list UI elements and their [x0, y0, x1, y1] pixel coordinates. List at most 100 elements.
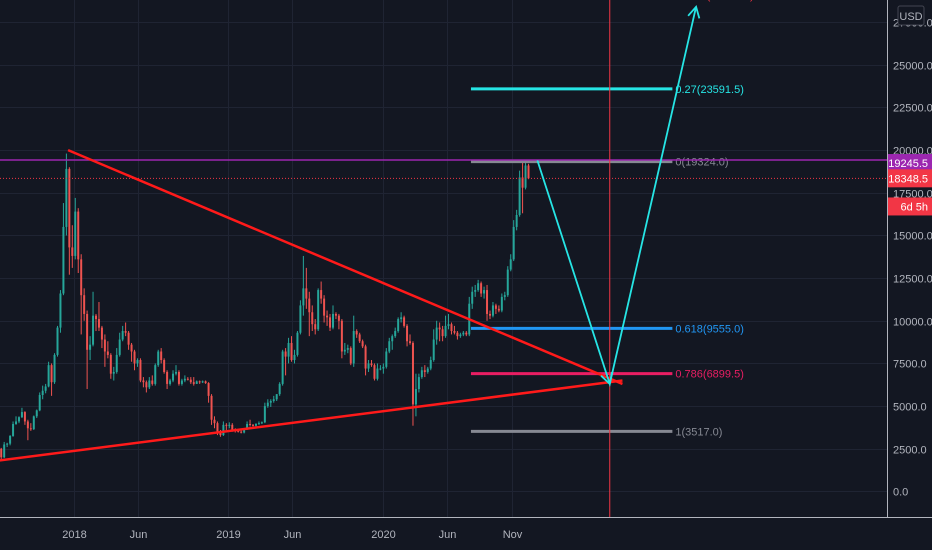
candle-body [169, 380, 172, 384]
trendline[interactable] [67, 149, 623, 386]
candle-body [373, 365, 376, 379]
candle-body [0, 448, 3, 458]
candle-body [429, 360, 432, 369]
grid [0, 0, 887, 517]
candle-body [450, 324, 453, 332]
candle-body [130, 344, 133, 352]
candle-body [500, 296, 503, 311]
candle-body [26, 421, 29, 429]
candle-body [432, 339, 435, 361]
candle-body [50, 365, 53, 383]
candle-body [17, 417, 20, 422]
candle-body [210, 395, 213, 420]
candle-body [275, 394, 278, 400]
price-tag [888, 154, 932, 173]
price-tags: 19245.5 18348.5 6d 5h [888, 154, 932, 216]
candle-body [213, 419, 216, 424]
time-tick-label: Jun [130, 529, 148, 541]
candle-body [180, 380, 183, 384]
candle-body [133, 351, 136, 364]
candle-body [411, 342, 414, 405]
candle-body [471, 291, 474, 304]
candle-body [74, 211, 77, 256]
candle-body [237, 430, 240, 432]
candle-body [524, 165, 527, 188]
candle-body [305, 288, 308, 299]
candle-body [100, 327, 103, 340]
candle-body [488, 313, 491, 316]
candle-body [352, 331, 355, 364]
currency-badge[interactable]: USD [897, 5, 925, 26]
candle-body [263, 406, 266, 423]
candle-body [222, 424, 225, 436]
candle-body [142, 380, 145, 383]
candle-body [512, 226, 515, 260]
fib-retracement[interactable]: -0.618(29092.5) 0.27(23591.5) 0(19324.0) 0.… [470, 0, 754, 438]
candle-body [118, 339, 121, 355]
time-axis[interactable]: 2018 Jun 2019 Jun 2020 Jun Nov [62, 529, 523, 541]
candle-body [367, 363, 370, 369]
candle-body [219, 431, 222, 436]
candle-body [38, 395, 41, 411]
candle-body [163, 360, 166, 372]
candle-body [189, 379, 192, 383]
candle-body [183, 378, 186, 381]
candle-body [35, 410, 38, 417]
candle-body [127, 332, 130, 345]
candle-body [59, 293, 62, 328]
candle-body [9, 435, 12, 444]
fib-level-label: 0.618(9555.0) [675, 323, 744, 335]
candle-body [246, 424, 249, 430]
candle-body [364, 346, 367, 369]
candle-body [509, 259, 512, 270]
candle-body [414, 389, 417, 405]
candle-body [497, 308, 500, 311]
candle-body [361, 341, 364, 347]
trendline[interactable] [0, 379, 623, 465]
candle-body [477, 283, 480, 291]
candle-body [503, 295, 506, 297]
currency-label: USD [899, 11, 922, 23]
candle-body [323, 298, 326, 316]
candle-body [68, 168, 71, 248]
candle-body [29, 428, 32, 430]
time-tick-label: Jun [284, 529, 302, 541]
candle-body [71, 247, 74, 256]
candle-body [506, 269, 509, 296]
candle-body [228, 424, 231, 426]
candle-body [447, 324, 450, 326]
candle-body [527, 165, 530, 179]
price-tag [888, 169, 932, 188]
candle-body [195, 381, 198, 384]
candle-body [388, 341, 391, 352]
candle-body [86, 313, 89, 350]
drawings[interactable] [0, 0, 887, 517]
candle-body [314, 324, 317, 330]
time-tick-label: 2020 [371, 529, 395, 541]
candle-body [278, 383, 281, 395]
candle-body [12, 424, 15, 436]
candle-body [186, 378, 189, 380]
candle-body [151, 380, 154, 384]
candle-body [266, 402, 269, 407]
price-tick-label: 7500.0 [893, 359, 927, 371]
candle-body [420, 370, 423, 378]
candle-body [394, 331, 397, 337]
price-tick-label: 2500.0 [893, 445, 927, 457]
candle-body [403, 317, 406, 326]
candle-body [231, 424, 234, 430]
candle-body [252, 424, 255, 426]
price-tag [888, 197, 932, 216]
candle-body [343, 349, 346, 352]
candle-body [320, 290, 323, 299]
candles [0, 153, 530, 459]
time-tick-label: 2019 [216, 529, 240, 541]
candle-body [20, 412, 23, 418]
candle-body [329, 317, 332, 328]
candle-body [397, 319, 400, 332]
candle-body [124, 331, 127, 333]
candle-body [174, 371, 177, 374]
candle-body [136, 360, 139, 364]
